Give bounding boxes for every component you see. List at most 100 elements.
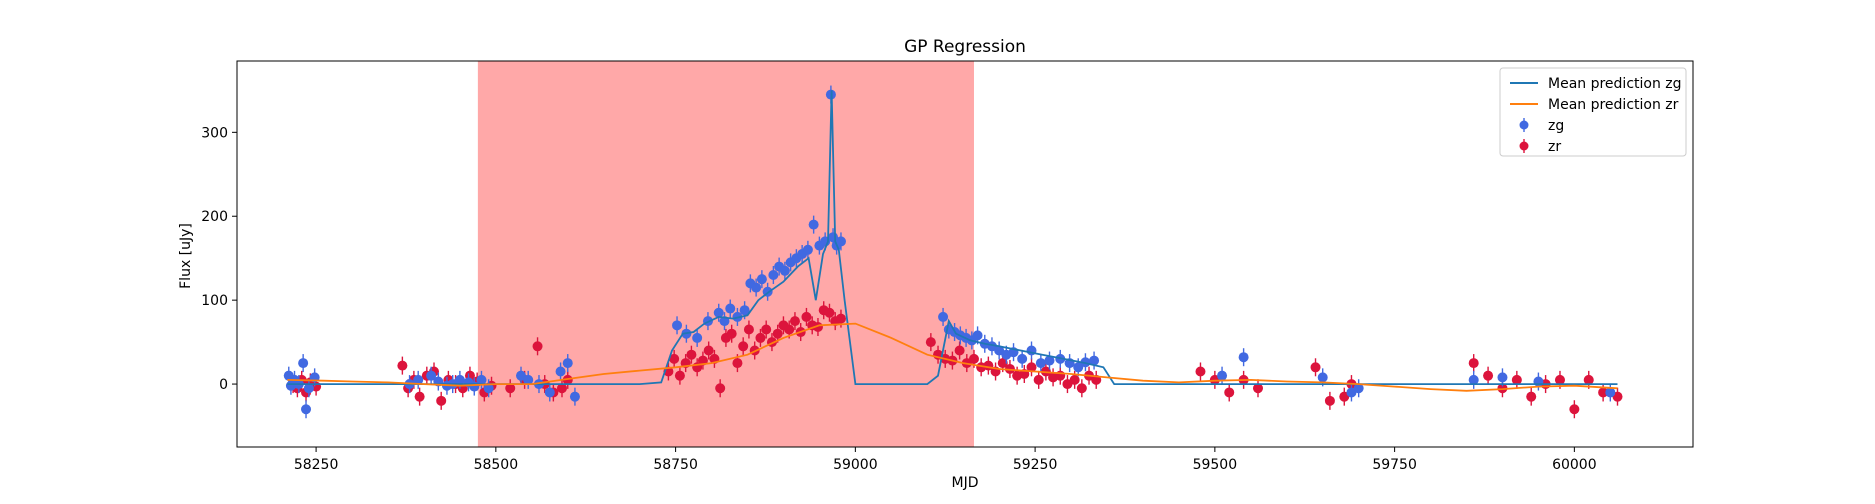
x-tick-label: 60000 <box>1552 457 1597 473</box>
data-point <box>669 353 680 364</box>
data-point <box>715 383 726 394</box>
data-point <box>1353 383 1364 394</box>
legend: Mean prediction zg Mean prediction zr zg zr <box>1499 67 1687 157</box>
data-point <box>835 313 846 324</box>
data-point <box>743 324 754 335</box>
data-point <box>751 282 762 293</box>
data-point <box>1511 374 1522 385</box>
data-point <box>426 370 437 381</box>
x-tick-label: 58500 <box>474 457 519 473</box>
axes-frame <box>236 60 1694 448</box>
data-point <box>1605 387 1616 398</box>
data-point <box>569 391 580 402</box>
data-point <box>686 349 697 360</box>
x-axis-label: MJD <box>952 475 979 491</box>
data-point <box>1073 362 1084 373</box>
legend-box <box>1499 67 1687 157</box>
data-point <box>1033 374 1044 385</box>
data-point <box>414 391 425 402</box>
data-point <box>726 328 737 339</box>
data-point <box>732 358 743 369</box>
data-point <box>1017 353 1028 364</box>
data-point <box>413 374 424 385</box>
legend-point-swatch <box>1519 141 1529 151</box>
data-point <box>1195 366 1206 377</box>
data-point <box>738 341 749 352</box>
data-point <box>761 324 772 335</box>
data-point <box>784 324 795 335</box>
data-point <box>756 274 767 285</box>
data-point <box>1317 372 1328 383</box>
plot-area: 58250 58500 58750 59000 59250 59500 59750 60000… <box>201 60 1694 473</box>
data-point <box>1089 355 1100 366</box>
data-point <box>725 303 736 314</box>
data-point <box>1238 352 1249 363</box>
data-point <box>301 404 312 415</box>
data-point <box>1069 374 1080 385</box>
data-point <box>1026 362 1037 373</box>
data-point <box>713 307 724 318</box>
data-point <box>703 345 714 356</box>
data-point <box>1483 370 1494 381</box>
data-point <box>755 332 766 343</box>
x-tick-label: 58750 <box>653 457 698 473</box>
data-point <box>972 330 983 341</box>
legend-label: zr <box>1548 139 1561 155</box>
data-point <box>1076 383 1087 394</box>
data-point <box>672 320 683 331</box>
data-point <box>954 345 965 356</box>
data-point <box>454 374 465 385</box>
data-point <box>555 366 566 377</box>
legend-point-swatch <box>1519 120 1529 130</box>
data-point <box>436 395 447 406</box>
data-point <box>997 358 1008 369</box>
x-tick-label: 59000 <box>833 457 878 473</box>
y-tick-label: 200 <box>201 209 228 225</box>
data-point <box>692 332 703 343</box>
data-point <box>523 374 534 385</box>
data-point <box>544 387 555 398</box>
y-tick-label: 0 <box>219 377 228 393</box>
data-point <box>1044 355 1055 366</box>
data-point <box>1526 391 1537 402</box>
data-point <box>562 358 573 369</box>
x-tick-label: 59250 <box>1013 457 1058 473</box>
data-point <box>1468 374 1479 385</box>
shaded-region <box>477 61 974 447</box>
series-line <box>287 90 1618 385</box>
data-point <box>1554 374 1565 385</box>
data-point <box>1533 376 1544 387</box>
y-tick-label: 100 <box>201 293 228 309</box>
data-point <box>303 383 314 394</box>
data-point <box>1035 358 1046 369</box>
chart-title: GP Regression <box>904 37 1026 57</box>
data-point <box>1497 372 1508 383</box>
data-point <box>1217 370 1228 381</box>
data-point <box>808 219 819 230</box>
data-point <box>938 311 949 322</box>
data-point <box>1324 395 1335 406</box>
data-point <box>768 269 779 280</box>
data-point <box>789 316 800 327</box>
data-point <box>532 341 543 352</box>
data-point <box>1583 374 1594 385</box>
data-point <box>835 236 846 247</box>
data-point <box>483 383 494 394</box>
data-point <box>1598 387 1609 398</box>
y-axis-label: Flux [uJy] <box>178 223 194 289</box>
y-tick-label: 300 <box>201 125 228 141</box>
legend-label: Mean prediction zr <box>1548 97 1679 113</box>
legend-label: Mean prediction zg <box>1548 76 1682 92</box>
data-point <box>556 383 567 394</box>
data-point <box>1569 404 1580 415</box>
data-point <box>968 353 979 364</box>
data-point <box>1252 383 1263 394</box>
data-point <box>802 244 813 255</box>
data-point <box>779 265 790 276</box>
legend-label: zg <box>1548 118 1564 134</box>
data-point <box>801 311 812 322</box>
data-point <box>397 360 408 371</box>
x-tick-label: 58250 <box>294 457 339 473</box>
